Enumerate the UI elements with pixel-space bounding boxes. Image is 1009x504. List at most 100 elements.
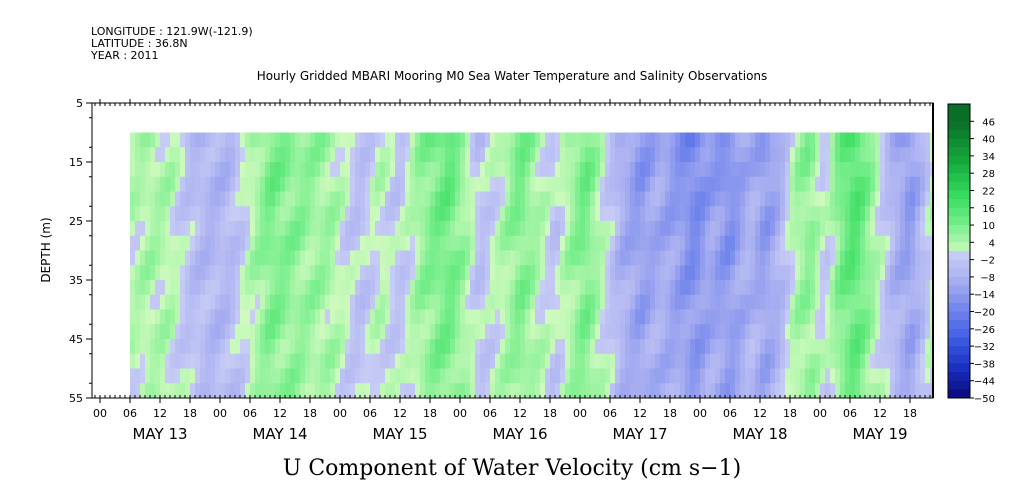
- velocity-cell: [615, 235, 621, 252]
- velocity-cell: [405, 383, 411, 398]
- velocity-cell: [935, 369, 941, 384]
- colorbar-swatch: [948, 155, 970, 166]
- velocity-cell: [540, 324, 546, 340]
- velocity-cell: [195, 280, 201, 296]
- velocity-cell: [720, 162, 726, 178]
- velocity-cell: [925, 280, 931, 296]
- velocity-cell: [410, 250, 416, 266]
- velocity-cell: [160, 235, 166, 252]
- velocity-cell: [885, 191, 891, 207]
- velocity-cell: [640, 339, 646, 355]
- velocity-cell: [190, 353, 196, 370]
- velocity-cell: [240, 176, 246, 193]
- velocity-cell: [920, 235, 926, 252]
- velocity-cell: [465, 280, 471, 296]
- velocity-cell: [795, 368, 801, 384]
- velocity-cell: [430, 235, 436, 252]
- velocity-cell: [205, 309, 211, 325]
- velocity-cell: [705, 339, 711, 355]
- velocity-cell: [385, 191, 391, 207]
- velocity-cell: [355, 176, 361, 193]
- velocity-cell: [750, 235, 756, 252]
- velocity-cell: [610, 368, 616, 384]
- velocity-cell: [570, 162, 576, 178]
- velocity-cell: [790, 162, 796, 178]
- velocity-cell: [805, 250, 811, 266]
- velocity-cell: [355, 132, 361, 148]
- velocity-cell: [300, 280, 306, 296]
- velocity-cell: [480, 221, 486, 237]
- velocity-cell: [615, 221, 621, 237]
- velocity-cell: [540, 235, 546, 252]
- velocity-cell: [760, 206, 766, 222]
- velocity-cell: [725, 132, 731, 148]
- velocity-cell: [570, 339, 576, 355]
- velocity-cell: [350, 309, 356, 325]
- velocity-cell: [810, 250, 816, 266]
- velocity-cell: [155, 176, 161, 193]
- velocity-cell: [780, 176, 786, 193]
- velocity-cell: [390, 176, 396, 193]
- velocity-cell: [465, 250, 471, 266]
- velocity-cell: [490, 294, 496, 311]
- colorbar-swatch: [948, 346, 970, 356]
- velocity-cell: [490, 132, 496, 148]
- velocity-cell: [415, 132, 421, 148]
- velocity-cell: [365, 132, 371, 148]
- velocity-cell: [720, 339, 726, 355]
- x-day-label: MAY 15: [372, 425, 427, 443]
- velocity-cell: [820, 235, 826, 252]
- velocity-cell: [500, 250, 506, 266]
- velocity-cell: [520, 368, 526, 384]
- velocity-cell: [645, 206, 651, 222]
- velocity-cell: [570, 353, 576, 370]
- velocity-cell: [570, 191, 576, 207]
- velocity-cell: [410, 235, 416, 252]
- velocity-cell: [315, 294, 321, 311]
- velocity-cell: [310, 368, 316, 384]
- velocity-cell: [905, 162, 911, 178]
- velocity-cell: [260, 280, 266, 296]
- velocity-cell: [645, 176, 651, 193]
- velocity-cell: [805, 176, 811, 193]
- velocity-cell: [475, 206, 481, 222]
- velocity-cell: [705, 353, 711, 370]
- colorbar-swatch: [948, 268, 970, 278]
- velocity-cell: [575, 221, 581, 237]
- velocity-cell: [735, 368, 741, 384]
- colorbar-swatch: [948, 190, 970, 200]
- velocity-cell: [630, 265, 636, 281]
- velocity-cell: [185, 191, 191, 207]
- velocity-cell: [645, 221, 651, 237]
- velocity-cell: [340, 324, 346, 340]
- velocity-cell: [560, 132, 566, 148]
- velocity-cell: [515, 235, 521, 252]
- velocity-cell: [260, 176, 266, 193]
- colorbar-swatch: [948, 164, 970, 174]
- velocity-cell: [140, 221, 146, 237]
- velocity-cell: [505, 383, 511, 398]
- velocity-cell: [435, 235, 441, 252]
- velocity-cell: [605, 339, 611, 355]
- velocity-cell: [630, 368, 636, 384]
- velocity-cell: [260, 147, 266, 163]
- velocity-cell: [740, 206, 746, 222]
- velocity-cell: [345, 265, 351, 281]
- velocity-cell: [390, 309, 396, 325]
- velocity-cell: [615, 368, 621, 384]
- velocity-cell: [745, 132, 751, 148]
- velocity-cell: [375, 294, 381, 311]
- velocity-cell: [325, 294, 331, 311]
- velocity-cell: [435, 265, 441, 281]
- velocity-cell: [760, 294, 766, 311]
- colorbar-swatch: [948, 380, 970, 390]
- velocity-cell: [585, 132, 591, 148]
- velocity-cell: [400, 191, 406, 207]
- velocity-cell: [290, 250, 296, 266]
- velocity-cell: [825, 339, 831, 355]
- velocity-cell: [285, 368, 291, 384]
- velocity-cell: [380, 147, 386, 163]
- velocity-cell: [665, 176, 671, 193]
- velocity-cell: [725, 353, 731, 370]
- velocity-cell: [135, 353, 141, 370]
